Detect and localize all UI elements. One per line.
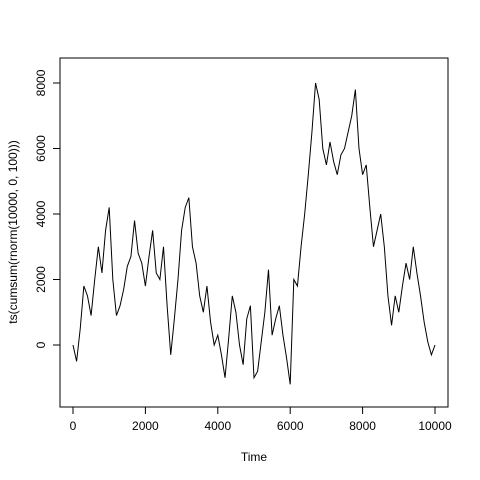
x-tick-label: 8000 [349, 419, 376, 433]
x-tick-label: 6000 [277, 419, 304, 433]
x-tick-label: 0 [70, 419, 77, 433]
y-tick-label: 4000 [34, 200, 48, 227]
x-tick-label: 4000 [204, 419, 231, 433]
x-tick-label: 10000 [418, 419, 452, 433]
x-tick-label: 2000 [132, 419, 159, 433]
series-line [72, 82, 436, 385]
y-tick-label: 8000 [34, 69, 48, 96]
plot-box [59, 57, 449, 408]
x-axis-label: Time [241, 450, 268, 464]
y-tick-label: 6000 [34, 135, 48, 162]
y-tick-label: 0 [34, 341, 48, 348]
y-tick-label: 2000 [34, 266, 48, 293]
y-axis-label: ts(cumsum(rnorm(10000, 0, 100))) [6, 140, 20, 323]
